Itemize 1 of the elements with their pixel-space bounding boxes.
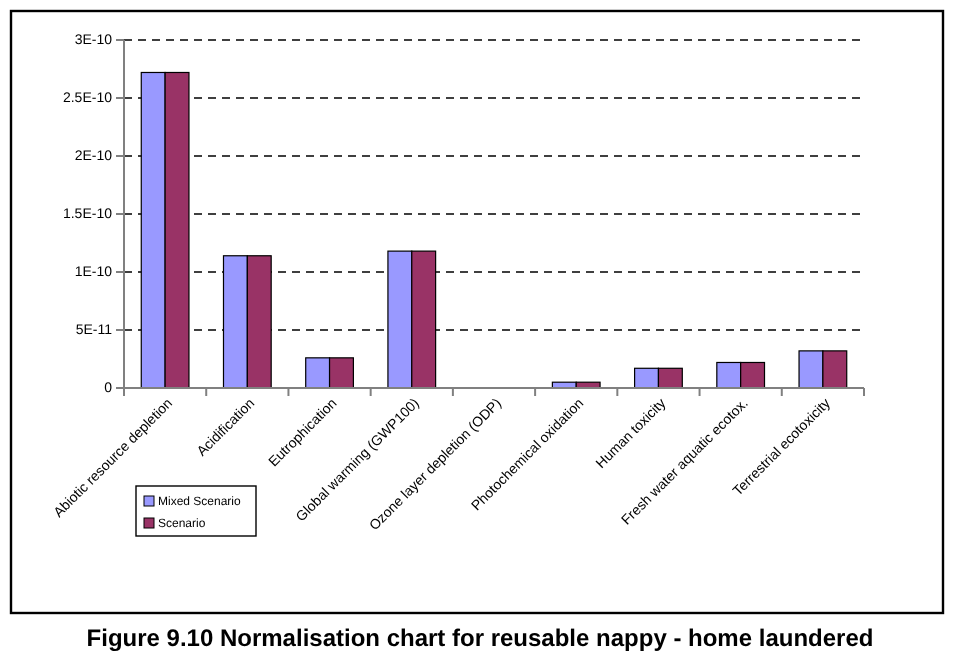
text: Figure 9.10 Normalisation chart for reusable nappy - home laundered bbox=[86, 624, 874, 652]
